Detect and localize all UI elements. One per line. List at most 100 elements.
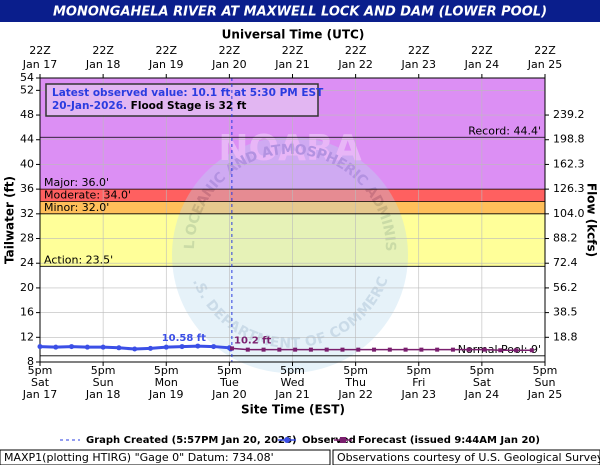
x-tick-label: Jan 24 bbox=[464, 388, 499, 401]
title-bar bbox=[0, 0, 600, 22]
top-tick-label: 22Z bbox=[92, 44, 114, 57]
x-tick-label: Jan 17 bbox=[22, 388, 57, 401]
data-point bbox=[482, 347, 487, 352]
legend-label: Forecast (issued 9:44AM Jan 20) bbox=[358, 435, 540, 446]
x-tick-label: Fri bbox=[412, 376, 425, 389]
x-tick-label: Jan 22 bbox=[337, 388, 372, 401]
y-tick-label: 24 bbox=[20, 256, 34, 269]
data-point bbox=[356, 347, 361, 352]
x-tick-label: Jan 18 bbox=[85, 388, 120, 401]
data-point bbox=[419, 347, 424, 352]
top-tick-label: Jan 21 bbox=[274, 58, 309, 71]
data-point bbox=[211, 344, 217, 350]
x-tick-label: 5pm bbox=[280, 364, 305, 377]
y2-tick-label: 18.8 bbox=[553, 330, 578, 343]
data-point bbox=[147, 345, 153, 351]
y2-tick-label: 56.2 bbox=[553, 281, 578, 294]
top-tick-label: 22Z bbox=[345, 44, 367, 57]
y2-tick-label: 88.2 bbox=[553, 232, 578, 245]
footer-right: Observations courtesy of U.S. Geological… bbox=[337, 451, 600, 464]
x-tick-label: 5pm bbox=[470, 364, 495, 377]
x-tick-label: 5pm bbox=[343, 364, 368, 377]
x-tick-label: Sun bbox=[93, 376, 114, 389]
y-tick-label: 28 bbox=[20, 232, 34, 245]
top-tick-label: 22Z bbox=[29, 44, 51, 57]
series-line bbox=[39, 344, 232, 351]
x-tick-label: Mon bbox=[155, 376, 178, 389]
threshold-label: Major: 36.0' bbox=[44, 176, 109, 189]
x-tick-label: Wed bbox=[281, 376, 305, 389]
data-point bbox=[293, 347, 298, 352]
legend-swatch bbox=[340, 437, 346, 443]
info-line: Latest observed value: 10.1 ft at 5:30 P… bbox=[52, 87, 324, 99]
top-tick-label: Jan 17 bbox=[22, 58, 57, 71]
footer-box bbox=[0, 449, 331, 465]
x-tick-label: Jan 19 bbox=[148, 388, 183, 401]
legend-swatch bbox=[284, 437, 290, 443]
y-tick-label: 32 bbox=[20, 207, 34, 220]
top-tick-label: Jan 24 bbox=[464, 58, 499, 71]
y-tick-label: 52 bbox=[20, 83, 34, 96]
x-tick-label: 5pm bbox=[217, 364, 242, 377]
threshold-label: Moderate: 34.0' bbox=[44, 188, 131, 201]
x-tick-label: Thu bbox=[344, 376, 366, 389]
data-point bbox=[230, 346, 235, 351]
y-tick-label: 36 bbox=[20, 182, 34, 195]
x-tick-label: Jan 21 bbox=[274, 388, 309, 401]
data-point bbox=[245, 347, 250, 352]
top-tick-label: Jan 20 bbox=[211, 58, 246, 71]
y-axis-title: Tailwater (ft) bbox=[3, 176, 17, 264]
x-axis-title: Site Time (EST) bbox=[241, 403, 345, 417]
x-tick-label: 5pm bbox=[533, 364, 558, 377]
top-tick-label: Jan 23 bbox=[401, 58, 436, 71]
y2-tick-label: 239.2 bbox=[553, 108, 585, 121]
data-point bbox=[84, 344, 90, 350]
data-point bbox=[277, 347, 282, 352]
data-point bbox=[435, 347, 440, 352]
x-tick-label: Jan 23 bbox=[401, 388, 436, 401]
x-tick-label: Sun bbox=[535, 376, 556, 389]
x-tick-label: Jan 25 bbox=[527, 388, 562, 401]
data-point bbox=[195, 343, 201, 349]
x-tick-label: 5pm bbox=[28, 364, 53, 377]
y2-axis-title: Flow (kcfs) bbox=[585, 183, 599, 257]
y-tick-label: 54 bbox=[20, 71, 34, 84]
data-point bbox=[308, 347, 313, 352]
data-point bbox=[100, 344, 106, 350]
top-tick-label: Jan 25 bbox=[527, 58, 562, 71]
threshold-label: Record: 44.4' bbox=[468, 124, 541, 137]
info-box bbox=[45, 83, 319, 117]
top-tick-label: 22Z bbox=[219, 44, 241, 57]
x-tick-label: 5pm bbox=[154, 364, 179, 377]
y2-tick-label: 198.8 bbox=[553, 133, 585, 146]
top-tick-label: 22Z bbox=[534, 44, 556, 57]
watermark-logo: NOARA bbox=[218, 128, 361, 169]
top-axis-title: Universal Time (UTC) bbox=[222, 28, 365, 42]
y-tick-label: 20 bbox=[20, 281, 34, 294]
data-point bbox=[372, 347, 377, 352]
data-point bbox=[340, 347, 345, 352]
threshold-label: Minor: 32.0' bbox=[44, 201, 109, 214]
legend-label: Graph Created (5:57PM Jan 20, 2026) bbox=[86, 435, 297, 446]
data-point bbox=[387, 347, 392, 352]
legend-label: Observed bbox=[302, 435, 356, 446]
top-tick-label: Jan 18 bbox=[85, 58, 120, 71]
y-tick-label: 48 bbox=[20, 108, 34, 121]
data-point bbox=[53, 344, 59, 350]
info-date: 20-Jan-2026. bbox=[52, 100, 127, 112]
data-point bbox=[179, 344, 185, 350]
footer-box bbox=[332, 449, 600, 465]
top-tick-label: 22Z bbox=[471, 44, 493, 57]
y2-tick-label: 162.3 bbox=[553, 157, 585, 170]
y2-tick-label: 38.5 bbox=[553, 306, 578, 319]
data-point bbox=[514, 348, 519, 353]
annotation: 10.58 ft bbox=[162, 333, 206, 344]
data-point bbox=[529, 348, 534, 353]
top-tick-label: 22Z bbox=[282, 44, 304, 57]
plot-border bbox=[39, 77, 546, 363]
data-point bbox=[498, 348, 503, 353]
annotation: 10.2 ft bbox=[234, 335, 272, 346]
data-point bbox=[163, 344, 169, 350]
y-tick-label: 12 bbox=[20, 330, 34, 343]
